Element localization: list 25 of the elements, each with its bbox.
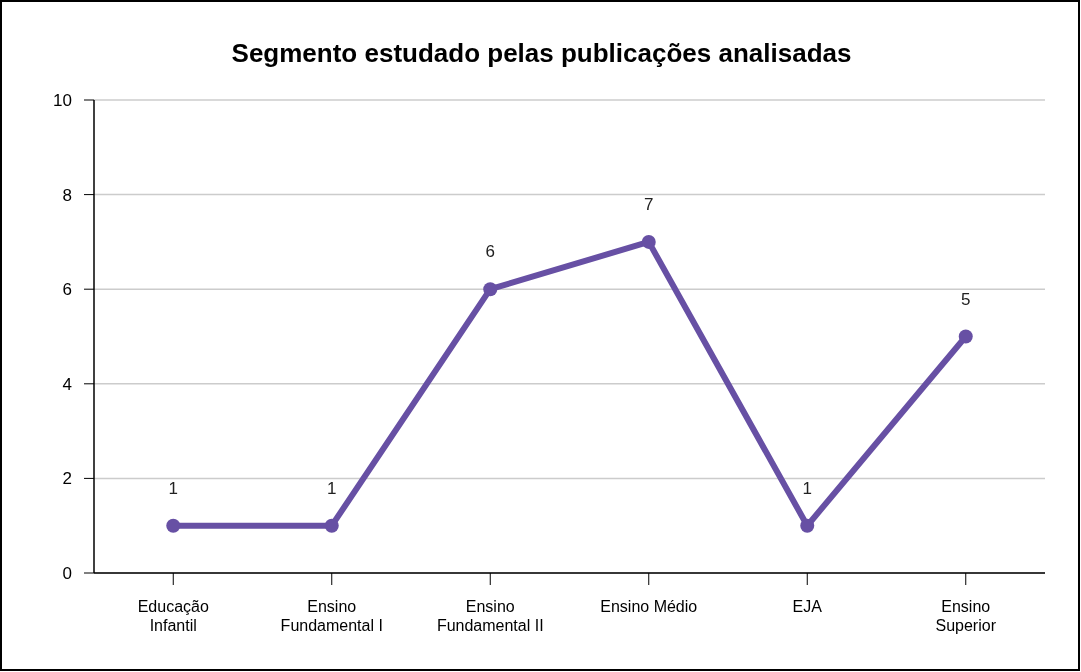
point xyxy=(483,282,498,297)
point xyxy=(800,518,815,533)
point xyxy=(641,234,656,249)
y-tick-label: 8 xyxy=(62,185,72,205)
x-tick-label: EJA xyxy=(792,598,823,615)
point xyxy=(958,329,973,344)
y-tick-label: 10 xyxy=(53,91,72,110)
point xyxy=(324,518,339,533)
x-tick-label: Ensino Fundamental II xyxy=(436,598,544,634)
data-label: 1 xyxy=(327,478,337,498)
x-tick-label: Educação Infantil xyxy=(137,598,209,634)
data-label: 7 xyxy=(644,194,654,214)
x-tick-label: Ensino Médio xyxy=(600,598,698,615)
y-tick-label: 0 xyxy=(62,564,72,583)
data-label: 5 xyxy=(961,289,971,309)
point xyxy=(166,518,181,533)
data-label: 6 xyxy=(485,242,495,262)
x-tick-label: Ensino Superior xyxy=(935,598,997,634)
y-tick-label: 4 xyxy=(62,374,72,394)
y-tick-label: 2 xyxy=(62,469,72,489)
y-tick-label: 6 xyxy=(62,280,72,300)
x-tick-label: Ensino Fundamental I xyxy=(280,598,383,634)
chart-title: Segmento estudado pelas publicações analisadas xyxy=(231,38,852,68)
data-label: 1 xyxy=(802,478,812,498)
data-label: 1 xyxy=(168,478,178,498)
